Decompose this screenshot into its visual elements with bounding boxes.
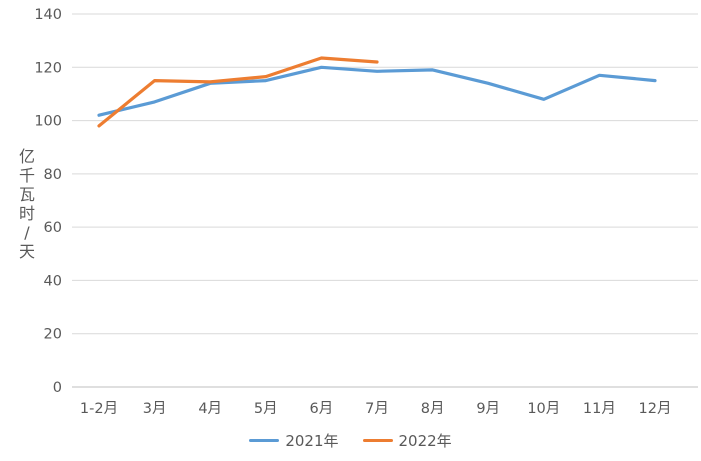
y-axis-title-char: 亿 [18, 147, 35, 166]
y-tick-label: 100 [34, 114, 62, 130]
x-tick-label: 7月 [365, 401, 389, 417]
y-axis-title-char: 千 [18, 166, 35, 185]
y-axis-title-char: 天 [18, 242, 35, 261]
x-tick-label: 3月 [143, 401, 167, 417]
y-tick-label: 0 [53, 380, 62, 396]
x-tick-label: 5月 [254, 401, 278, 417]
series-line-0 [97, 65, 657, 117]
y-axis-title-char: / [24, 223, 30, 242]
legend-line-swatch [249, 438, 280, 443]
x-tick-label: 8月 [421, 401, 445, 417]
x-tick-label: 4月 [198, 401, 222, 417]
x-tick-label: 6月 [310, 401, 334, 417]
legend-label: 2021年 [285, 432, 339, 450]
x-tick-label: 11月 [583, 401, 616, 417]
legend-item-0: 2021年 [249, 430, 339, 451]
y-tick-label: 60 [44, 220, 62, 236]
y-axis-title-char: 时 [18, 204, 35, 223]
series-line-1 [97, 56, 379, 128]
x-tick-label: 10月 [527, 401, 560, 417]
x-tick-label: 9月 [476, 401, 500, 417]
x-tick-label: 12月 [639, 401, 672, 417]
y-tick-label: 80 [44, 167, 62, 183]
y-axis-title-char: 瓦 [18, 185, 35, 204]
y-tick-label: 20 [44, 327, 62, 343]
y-tick-label: 120 [34, 60, 62, 76]
legend: 2021年 2022年 [0, 430, 701, 451]
legend-item-1: 2022年 [362, 430, 452, 451]
x-tick-label: 1-2月 [80, 401, 118, 417]
y-axis-title: 亿千瓦时 / 天 [14, 147, 40, 261]
legend-line-swatch [362, 438, 393, 443]
legend-label: 2022年 [398, 432, 452, 450]
y-tick-label: 140 [34, 7, 62, 23]
y-tick-label: 40 [44, 273, 62, 289]
